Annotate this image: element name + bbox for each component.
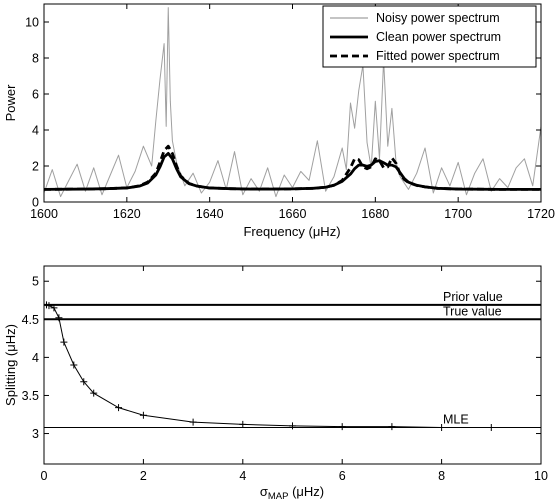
top-x-tick-label: 1600 — [30, 207, 58, 221]
splitting-point-marker — [70, 361, 78, 369]
bottom-plot-frame — [43, 265, 542, 465]
reference-label-true-value: True value — [443, 304, 502, 318]
splitting-point-marker — [60, 338, 68, 346]
series-noisy-power-spectrum — [44, 7, 541, 198]
bottom-x-axis-label-unit: (μHz) — [288, 484, 324, 499]
bottom-x-axis-label-main: σ — [260, 484, 268, 499]
splitting-point-marker — [90, 389, 98, 397]
top-y-tick-label: 10 — [25, 16, 39, 30]
bottom-y-tick-label: 3 — [32, 427, 39, 441]
bottom-x-tick-label: 2 — [140, 469, 147, 483]
splitting-point-marker — [438, 423, 446, 431]
reference-label-mle: MLE — [443, 412, 469, 426]
splitting-point-marker — [45, 302, 53, 310]
splitting-point-marker — [338, 423, 346, 431]
top-y-tick-label: 6 — [32, 88, 39, 102]
top-y-axis-label: Power — [3, 84, 18, 122]
legend-label-clean: Clean power spectrum — [376, 30, 501, 44]
bottom-x-tick-label: 8 — [438, 469, 445, 483]
bottom-x-tick-label: 10 — [534, 469, 548, 483]
top-x-tick-label: 1660 — [279, 207, 307, 221]
top-x-tick-label: 1620 — [113, 207, 141, 221]
bottom-y-tick-label: 3.5 — [22, 389, 39, 403]
bottom-x-tick-label: 6 — [339, 469, 346, 483]
bottom-x-axis-label: σMAP (μHz) — [260, 484, 324, 500]
top-y-tick-label: 0 — [32, 196, 39, 210]
top-x-tick-label: 1700 — [444, 207, 472, 221]
legend-label-noisy: Noisy power spectrum — [376, 11, 500, 25]
bottom-x-tick-label: 4 — [239, 469, 246, 483]
top-x-tick-label: 1640 — [196, 207, 224, 221]
splitting-point-marker — [50, 304, 58, 312]
bottom-y-axis-label: Splitting (μHz) — [3, 324, 18, 406]
splitting-point-marker — [80, 378, 88, 386]
series-splitting-curve — [46, 304, 541, 428]
splitting-point-marker — [139, 411, 147, 419]
series-fitted-power-spectrum — [44, 144, 541, 191]
splitting-point-marker — [388, 423, 396, 431]
bottom-y-tick-label: 5 — [32, 275, 39, 289]
top-x-axis-label: Frequency (μHz) — [243, 224, 340, 239]
legend-label-fitted: Fitted power spectrum — [376, 49, 500, 63]
splitting-point-marker — [537, 423, 541, 431]
power-spectrum-chart: 1600 1620 1640 1660 1680 1700 1720 0 2 4 6 8 10 Freq… — [3, 3, 555, 239]
top-y-tick-label: 8 — [32, 52, 39, 66]
splitting-point-marker — [239, 420, 247, 428]
bottom-y-tick-label: 4 — [32, 351, 39, 365]
splitting-point-marker — [55, 314, 63, 322]
top-x-tick-label: 1680 — [361, 207, 389, 221]
top-y-tick-label: 4 — [32, 124, 39, 138]
bottom-x-tick-label: 0 — [41, 469, 48, 483]
bottom-x-axis-label-subscript: MAP — [268, 491, 289, 500]
top-y-tick-label: 2 — [32, 160, 39, 174]
splitting-point-marker — [115, 404, 123, 412]
splitting-point-marker — [189, 418, 197, 426]
series-clean-power-spectrum — [44, 151, 541, 191]
top-x-tick-label: 1720 — [527, 207, 555, 221]
splitting-point-marker — [487, 423, 495, 431]
legend: Noisy power spectrum Clean power spectru… — [322, 5, 537, 68]
reference-label-prior-value: Prior value — [443, 290, 503, 304]
bottom-y-tick-label: 4.5 — [22, 313, 39, 327]
splitting-point-marker — [289, 422, 296, 430]
